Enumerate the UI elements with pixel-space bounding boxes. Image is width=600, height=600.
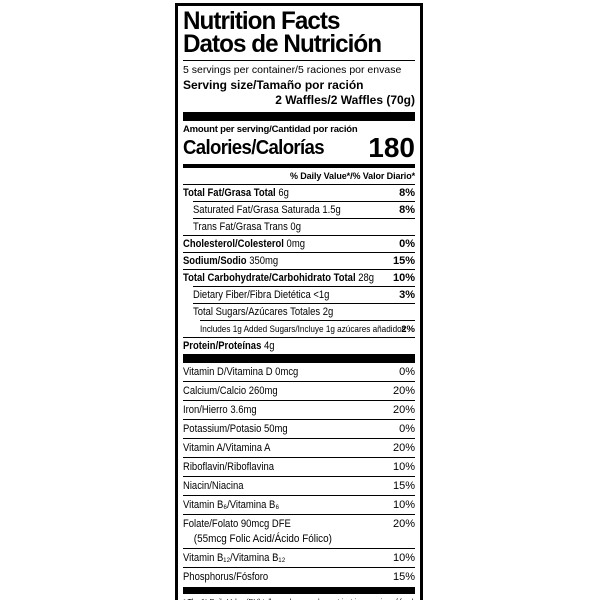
vitamin-daily-value: 20%	[392, 517, 415, 530]
nutrient-daily-value: 3%	[399, 288, 415, 301]
label-title-english: Nutrition Facts	[183, 7, 341, 35]
vitamin-name: Niacin/Niacina	[183, 479, 244, 492]
nutrient-row: Total Sugars/Azúcares Totales 2g	[193, 303, 415, 320]
daily-value-footnote: * The % Daily Value (DV) tells you how m…	[183, 594, 415, 600]
nutrient-name: Total Fat/Grasa Total 6g	[183, 186, 289, 199]
vitamin-row: Folate/Folato 90mcg DFE 20% (55mcg Folic…	[183, 514, 415, 548]
serving-size-value: 2 Waffles/2 Waffles (70g)	[275, 93, 415, 107]
vitamin-name: Vitamin A/Vitamina A	[183, 441, 271, 454]
nutrient-name: Includes 1g Added Sugars/Incluye 1g azúc…	[200, 323, 406, 335]
calories-value: 180	[368, 132, 415, 163]
nutrient-name: Sodium/Sodio 350mg	[183, 254, 279, 267]
vitamin-main-line: Phosphorus/Fósforo 15%	[183, 571, 415, 584]
title-block: Nutrition Facts Datos de Nutrición	[183, 8, 415, 61]
vitamin-name: Riboflavin/Riboflavina	[183, 460, 274, 473]
label-title-spanish: Datos de Nutrición	[183, 30, 382, 58]
nutrient-row: Trans Fat/Grasa Trans 0g	[193, 218, 415, 235]
vitamin-daily-value: 0%	[399, 365, 415, 378]
nutrient-row: Includes 1g Added Sugars/Incluye 1g azúc…	[200, 320, 415, 337]
vitamin-row: Vitamin D/Vitamina D 0mcg 0%	[183, 363, 415, 381]
nutrient-daily-value: 8%	[399, 203, 415, 216]
vitamin-daily-value: 20%	[392, 403, 415, 416]
vitamin-name: Vitamin D/Vitamina D 0mcg	[183, 365, 299, 378]
calories-divider-bar	[183, 164, 415, 168]
nutrient-row: Protein/Proteínas 4g	[183, 337, 415, 354]
vitamin-daily-value: 10%	[392, 498, 415, 511]
nutrient-daily-value: 10%	[392, 271, 415, 284]
vitamin-name: Calcium/Calcio 260mg	[183, 384, 278, 397]
footnote-divider-bar	[183, 587, 415, 594]
vitamin-daily-value: 10%	[392, 551, 415, 564]
nutrient-row: Total Carbohydrate/Carbohidrato Total 28…	[183, 269, 415, 286]
vitamin-daily-value: 10%	[392, 460, 415, 473]
vitamin-row: Vitamin A/Vitamina A 20%	[183, 438, 415, 457]
nutrient-name: Trans Fat/Grasa Trans 0g	[193, 220, 301, 233]
vitamin-main-line: Niacin/Niacina 15%	[183, 480, 415, 493]
vitamin-row: Calcium/Calcio 260mg 20%	[183, 381, 415, 400]
vitamin-name: Folate/Folato 90mcg DFE	[183, 517, 291, 530]
nutrient-name: Cholesterol/Colesterol 0mg	[183, 237, 305, 250]
vitamin-row: Potassium/Potasio 50mg 0%	[183, 419, 415, 438]
protein-divider-bar	[183, 354, 415, 363]
vitamin-rows-section: Vitamin D/Vitamina D 0mcg 0% Calcium/Cal…	[183, 363, 415, 586]
vitamin-daily-value: 0%	[399, 422, 415, 435]
vitamin-main-line: Riboflavin/Riboflavina 10%	[183, 461, 415, 474]
vitamin-row: Niacin/Niacina 15%	[183, 476, 415, 495]
servings-per-container: 5 servings per container/5 raciones por …	[183, 64, 402, 76]
nutrient-row: Total Fat/Grasa Total 6g 8%	[183, 185, 415, 201]
nutrient-name: Saturated Fat/Grasa Saturada 1.5g	[193, 203, 341, 216]
vitamin-main-line: Vitamin A/Vitamina A 20%	[183, 442, 415, 455]
calories-row: Calories/Calorías 180	[183, 132, 415, 163]
vitamin-daily-value: 20%	[392, 441, 415, 454]
vitamin-sub-line: (55mcg Folic Acid/Ácido Fólico)	[193, 532, 332, 545]
vitamin-main-line: Iron/Hierro 3.6mg 20%	[183, 404, 415, 417]
nutrient-row: Saturated Fat/Grasa Saturada 1.5g 8%	[193, 201, 415, 218]
nutrient-name: Dietary Fiber/Fibra Dietética <1g	[193, 288, 330, 301]
vitamin-row: Vitamin B₁₂/Vitamina B₁₂ 10%	[183, 548, 415, 567]
nutrient-name: Protein/Proteínas 4g	[183, 339, 275, 352]
section-divider-bar	[183, 112, 415, 121]
vitamin-row: Iron/Hierro 3.6mg 20%	[183, 400, 415, 419]
nutrition-facts-label: Nutrition Facts Datos de Nutrición 5 ser…	[175, 3, 423, 600]
vitamin-name: Potassium/Potasio 50mg	[183, 422, 288, 435]
vitamin-name: Iron/Hierro 3.6mg	[183, 403, 257, 416]
vitamin-name: Phosphorus/Fósforo	[183, 570, 269, 583]
calories-label: Calories/Calorías	[183, 137, 325, 159]
serving-size-label: Serving size/Tamaño por ración	[183, 78, 364, 92]
nutrient-daily-value: 0%	[399, 237, 415, 250]
vitamin-main-line: Folate/Folato 90mcg DFE 20%	[183, 518, 415, 531]
vitamin-main-line: Vitamin B₁₂/Vitamina B₁₂ 10%	[183, 552, 415, 565]
vitamin-main-line: Vitamin B₆/Vitamina B₆ 10%	[183, 499, 415, 512]
vitamin-daily-value: 15%	[392, 479, 415, 492]
vitamin-name: Vitamin B₁₂/Vitamina B₁₂	[183, 551, 286, 564]
vitamin-main-line: Potassium/Potasio 50mg 0%	[183, 423, 415, 436]
vitamin-row: Phosphorus/Fósforo 15%	[183, 567, 415, 586]
nutrient-row: Sodium/Sodio 350mg 15%	[183, 252, 415, 269]
vitamin-name: Vitamin B₆/Vitamina B₆	[183, 498, 280, 511]
nutrient-daily-value: 8%	[399, 186, 415, 199]
nutrient-row: Cholesterol/Colesterol 0mg 0%	[183, 235, 415, 252]
vitamin-daily-value: 20%	[392, 384, 415, 397]
vitamin-row: Riboflavin/Riboflavina 10%	[183, 457, 415, 476]
nutrient-rows-section: Total Fat/Grasa Total 6g 8% Saturated Fa…	[183, 185, 415, 354]
nutrient-name: Total Sugars/Azúcares Totales 2g	[193, 305, 334, 318]
vitamin-main-line: Vitamin D/Vitamina D 0mcg 0%	[183, 366, 415, 379]
nutrient-daily-value: 2%	[401, 323, 415, 335]
vitamin-row: Vitamin B₆/Vitamina B₆ 10%	[183, 495, 415, 514]
vitamin-daily-value: 15%	[392, 570, 415, 583]
daily-value-header: % Daily Value*/% Valor Diario*	[183, 168, 415, 185]
amount-per-serving: Amount per serving/Cantidad por ración	[183, 124, 358, 135]
nutrient-row: Dietary Fiber/Fibra Dietética <1g 3%	[193, 286, 415, 303]
vitamin-main-line: Calcium/Calcio 260mg 20%	[183, 385, 415, 398]
nutrient-name: Total Carbohydrate/Carbohidrato Total 28…	[183, 271, 375, 284]
nutrient-daily-value: 15%	[392, 254, 415, 267]
